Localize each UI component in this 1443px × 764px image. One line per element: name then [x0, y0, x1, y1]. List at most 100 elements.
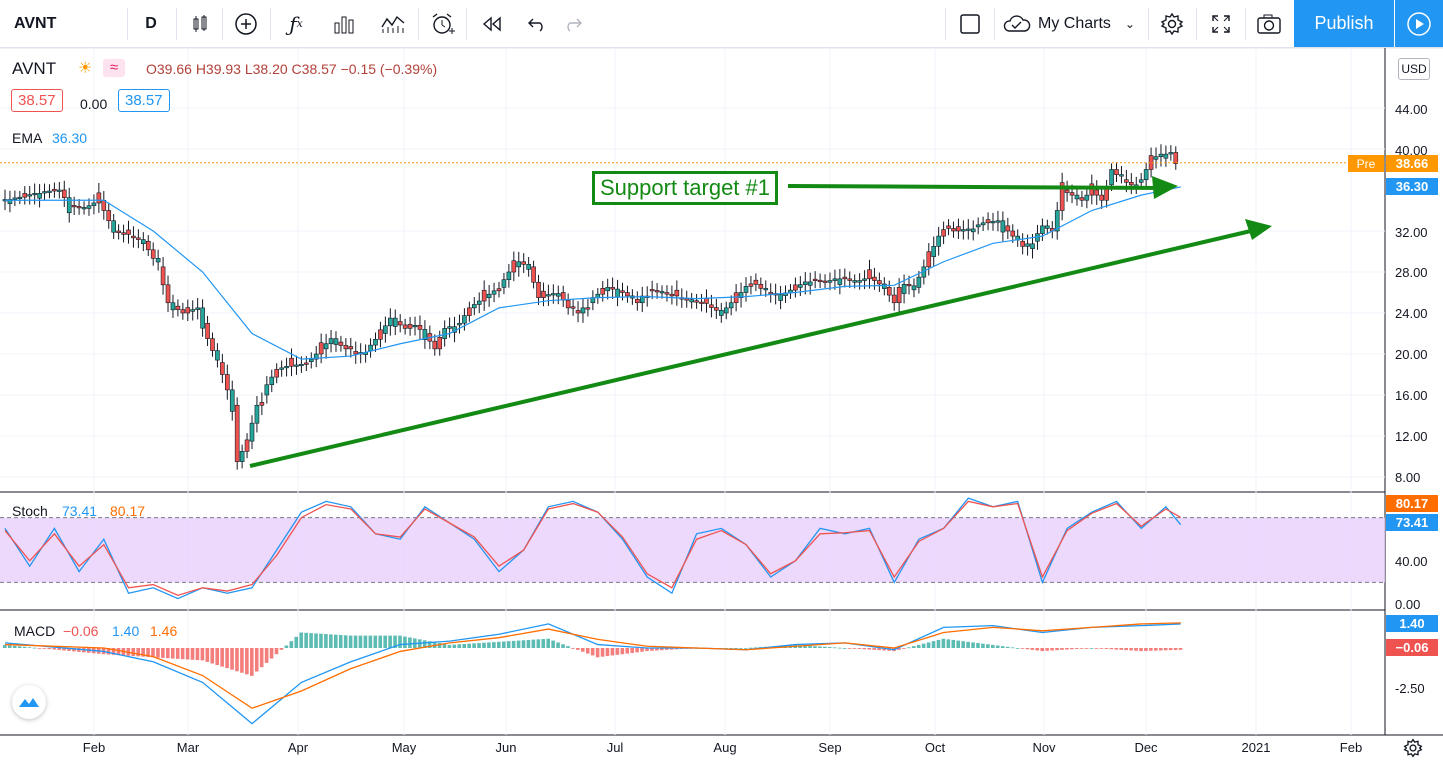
macd-histogram-bar [215, 648, 220, 666]
month-tick: Sep [818, 740, 842, 755]
macd-histogram-bar [487, 642, 491, 648]
support-arrow-line [787, 184, 1161, 190]
gear-icon[interactable] [1155, 0, 1189, 47]
macd-histogram-bar [141, 648, 145, 657]
indicators-icon[interactable] [376, 0, 410, 47]
macd-histogram-bar [1060, 648, 1064, 650]
my-charts-button[interactable]: My Charts ⌄ [1002, 0, 1147, 47]
bars-icon[interactable] [328, 0, 360, 47]
camera-icon[interactable] [1252, 0, 1286, 47]
candle-body [308, 358, 314, 362]
candle-body [867, 269, 872, 280]
layout-icon[interactable] [953, 0, 987, 47]
candle-body [254, 404, 260, 424]
candle-body [279, 367, 284, 370]
trend-arrow-head [1245, 219, 1272, 240]
candle-body [793, 284, 798, 291]
alarm-icon[interactable] [426, 0, 460, 47]
macd-histogram-bar [1154, 648, 1158, 651]
candle-body [639, 295, 645, 304]
macd-histogram-bar [991, 644, 995, 648]
macd-histogram-bar [1040, 648, 1044, 652]
macd-histogram-bar [907, 647, 911, 649]
candle-body [1064, 189, 1070, 193]
macd-histogram-bar [442, 643, 447, 648]
macd-histogram-bar [269, 648, 274, 659]
candle-body [200, 307, 205, 329]
cloud-icon [1003, 14, 1031, 32]
candle-body [832, 278, 838, 281]
candles-icon[interactable] [184, 0, 216, 47]
interval-button[interactable]: D [145, 14, 157, 32]
macd-histogram-bar [620, 648, 625, 655]
macd-histogram-bar [897, 648, 901, 650]
undo-icon[interactable] [522, 0, 552, 47]
legend-symbol: AVNT [12, 59, 57, 78]
macd-histogram-bar [393, 635, 397, 648]
currency-label[interactable]: USD [1398, 58, 1430, 80]
candle-body [136, 237, 141, 240]
candle-body [541, 290, 546, 298]
macd-histogram-bar [986, 644, 990, 648]
macd-histogram-bar [264, 648, 269, 663]
macd-histogram-bar [1104, 648, 1109, 649]
macd-value: 1.40 [112, 623, 140, 639]
candle-body [274, 369, 280, 378]
macd-tick: -2.50 [1395, 681, 1425, 696]
stoch-band [0, 517, 1385, 583]
candle-body [1020, 240, 1025, 247]
macd-histogram-bar [72, 648, 76, 652]
redo-icon[interactable] [558, 0, 588, 47]
candle-body [941, 229, 946, 237]
macd-histogram-bar [492, 642, 496, 648]
macd-histogram-bar [190, 648, 195, 660]
month-tick: Aug [713, 740, 737, 755]
macd-histogram-bar [758, 647, 763, 648]
macd-histogram-bar [210, 648, 215, 664]
macd-histogram-bar [235, 648, 239, 672]
candle-body [289, 357, 294, 367]
support-target-annotation[interactable]: Support target #1 [592, 171, 779, 205]
macd-histogram-bar [42, 648, 47, 649]
macd-histogram-bar [324, 634, 328, 648]
fullscreen-icon[interactable] [1204, 0, 1238, 47]
candle-body [768, 292, 774, 295]
macd-histogram-bar [299, 632, 303, 648]
candle-body [491, 290, 497, 295]
settings-gear-icon[interactable] [1403, 738, 1425, 760]
replay-icon[interactable] [476, 0, 508, 47]
candle-body [121, 232, 126, 235]
publish-button[interactable]: Publish [1294, 0, 1394, 47]
macd-histogram-bar [916, 644, 921, 648]
play-icon[interactable] [1395, 0, 1443, 47]
macd-histogram-bar [753, 647, 758, 649]
macd-histogram-bar [669, 648, 674, 650]
ask-box[interactable]: 38.57 [118, 89, 170, 112]
macd-histogram-bar [926, 642, 931, 648]
candle-body [669, 293, 675, 297]
bid-box[interactable]: 38.57 [11, 89, 63, 112]
macd-histogram-bar [1119, 648, 1124, 650]
candle-body [1153, 156, 1159, 160]
candle-body [422, 329, 428, 340]
ema-value: 36.30 [52, 130, 88, 146]
ema-label: EMA [12, 130, 43, 146]
candle-body [659, 291, 665, 294]
macd-histogram-bar [1149, 648, 1153, 651]
price-tick: 44.00 [1395, 102, 1428, 117]
macd-histogram-bar [516, 640, 521, 648]
candle-body [1163, 153, 1169, 159]
macd-histogram-bar [936, 639, 941, 648]
candle-body [521, 261, 527, 265]
month-tick: Oct [924, 740, 946, 755]
macd-histogram-bar [77, 648, 81, 652]
price-tick: 24.00 [1395, 306, 1428, 321]
candle-body [96, 192, 102, 204]
candle-body [225, 374, 230, 391]
tradingview-logo-icon[interactable] [12, 685, 46, 719]
candle-body [432, 340, 438, 350]
add-circle-icon[interactable] [230, 0, 262, 47]
symbol-search[interactable]: AVNT [14, 14, 57, 32]
